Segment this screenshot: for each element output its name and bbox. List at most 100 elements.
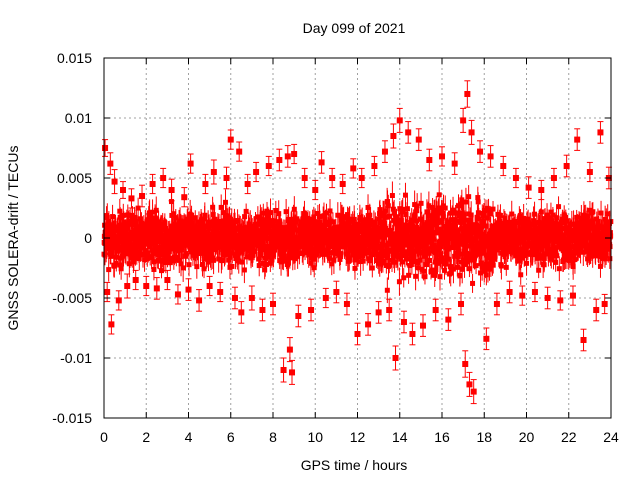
data-point: [356, 226, 362, 232]
data-point: [247, 242, 253, 248]
data-point: [121, 219, 127, 225]
data-point: [466, 194, 472, 200]
data-point: [518, 272, 524, 278]
data-point: [400, 259, 406, 265]
data-point: [586, 219, 592, 225]
data-point: [456, 203, 462, 209]
data-point: [528, 228, 534, 234]
data-point: [541, 255, 547, 261]
data-point: [454, 210, 460, 216]
data-point: [104, 214, 110, 220]
data-point: [360, 258, 366, 264]
data-point: [179, 245, 185, 251]
data-point: [581, 212, 587, 218]
data-point: [487, 211, 493, 217]
data-point: [211, 257, 217, 263]
data-point: [116, 244, 122, 250]
data-point: [300, 220, 306, 226]
data-point: [121, 252, 126, 258]
data-point: [412, 212, 418, 218]
data-point: [403, 211, 409, 217]
data-point: [102, 252, 108, 258]
data-point: [564, 225, 570, 231]
data-point: [516, 258, 522, 264]
data-point: [236, 248, 242, 254]
data-point: [269, 232, 275, 238]
data-point: [527, 225, 533, 231]
data-point: [145, 250, 151, 256]
data-point: [229, 250, 235, 256]
data-point: [278, 259, 284, 265]
data-point: [402, 192, 408, 198]
data-point: [389, 193, 395, 199]
data-point: [509, 211, 515, 217]
data-point: [391, 210, 397, 216]
data-point: [417, 257, 423, 263]
data-point: [262, 267, 268, 273]
data-point: [301, 211, 307, 217]
data-point: [159, 252, 165, 258]
data-point: [554, 215, 560, 221]
data-point: [438, 243, 444, 249]
data-point: [442, 241, 448, 247]
data-point: [134, 253, 140, 259]
data-point: [276, 237, 282, 243]
data-point: [341, 214, 347, 220]
data-point: [152, 217, 158, 223]
data-point: [456, 211, 462, 217]
data-point: [448, 270, 454, 276]
data-point: [430, 204, 436, 210]
data-point: [484, 261, 490, 267]
data-point: [194, 264, 200, 270]
data-point: [359, 217, 365, 223]
data-point: [171, 211, 177, 217]
data-point: [265, 214, 271, 220]
data-point: [186, 262, 192, 268]
data-point: [435, 206, 441, 212]
data-point: [111, 263, 117, 269]
data-point: [203, 241, 209, 247]
data-point: [199, 246, 205, 252]
data-point: [433, 269, 438, 275]
data-point: [462, 246, 468, 252]
data-point: [524, 250, 530, 256]
data-point: [446, 219, 452, 225]
data-point: [344, 221, 350, 227]
data-point: [180, 265, 186, 271]
data-point: [131, 222, 137, 228]
data-point: [299, 231, 305, 237]
data-point: [442, 258, 448, 264]
data-point: [206, 259, 212, 265]
data-point: [401, 275, 407, 281]
data-point: [496, 245, 502, 251]
data-point: [386, 262, 392, 268]
data-point: [457, 272, 463, 278]
data-point: [276, 211, 282, 217]
data-point: [532, 252, 538, 258]
data-point: [167, 245, 173, 251]
data-point: [137, 216, 143, 222]
data-point: [468, 212, 474, 218]
data-point: [122, 247, 128, 253]
data-point: [108, 253, 114, 259]
data-point: [537, 226, 543, 232]
data-point: [210, 204, 216, 210]
data-point: [147, 244, 153, 250]
data-point: [400, 206, 406, 212]
data-point: [461, 257, 467, 263]
data-point: [425, 209, 431, 215]
data-point: [455, 253, 461, 259]
data-point: [497, 218, 503, 224]
data-point: [229, 218, 235, 224]
data-point: [135, 224, 141, 230]
data-point: [345, 212, 351, 218]
data-point: [258, 249, 264, 255]
data-point: [167, 228, 173, 234]
data-point: [168, 199, 174, 205]
data-point: [145, 240, 151, 246]
data-point: [394, 214, 399, 220]
data-point: [153, 207, 159, 213]
data-point: [150, 209, 156, 215]
data-point: [163, 225, 169, 231]
data-point: [226, 247, 232, 253]
